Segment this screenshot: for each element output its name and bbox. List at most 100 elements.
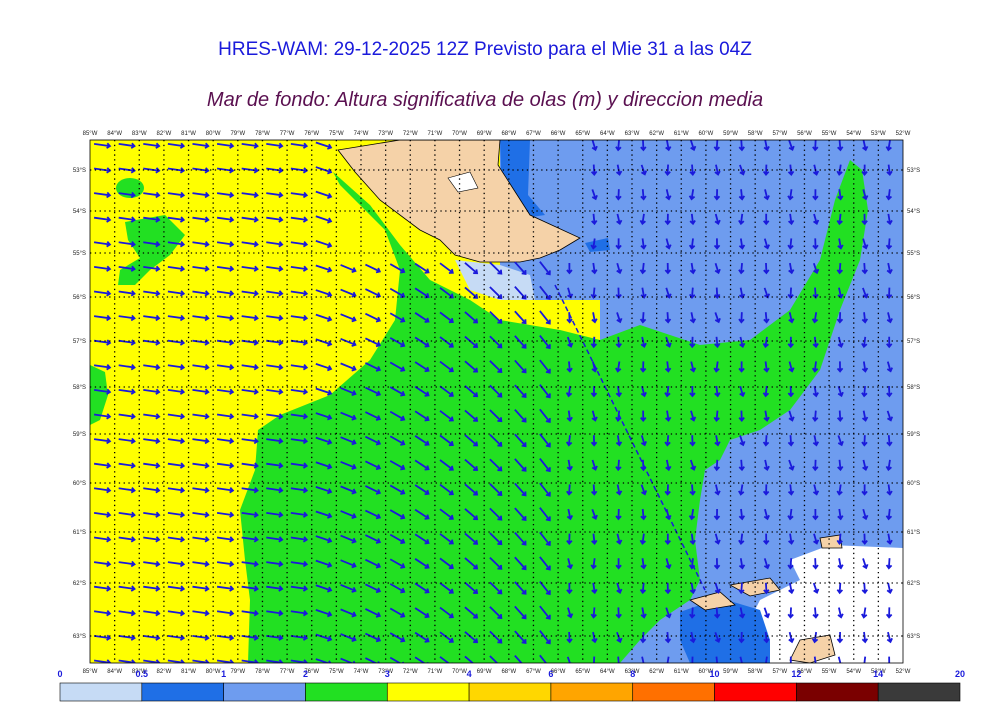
lon-label: 54°W [846, 669, 861, 675]
lat-label: 58°S [73, 385, 86, 391]
wave-arrow [167, 610, 186, 617]
wave-arrow [591, 361, 598, 373]
wave-arrow [886, 435, 893, 447]
wave-arrow [315, 141, 333, 150]
lon-label: 78°W [255, 131, 270, 137]
wave-arrow [539, 433, 551, 448]
wave-arrow [93, 191, 112, 199]
lon-label: 56°W [797, 131, 812, 137]
wave-arrow [812, 410, 819, 422]
lon-label: 83°W [132, 131, 147, 137]
wave-arrow [93, 265, 112, 272]
lat-label: 55°S [73, 251, 86, 257]
wave-arrow [290, 142, 309, 149]
island [819, 534, 843, 549]
wave-arrow [167, 437, 186, 445]
wave-arrow [167, 142, 186, 149]
wave-arrow [340, 657, 357, 663]
wave-arrow [539, 531, 551, 546]
wave-arrow [315, 313, 333, 322]
wave-arrow [591, 533, 598, 545]
wave-arrow [566, 582, 573, 595]
island [689, 591, 736, 611]
lat-label: 59°S [73, 432, 86, 438]
title: HRES-WAM: 29-12-2025 12Z Previsto para e… [218, 39, 752, 60]
wave-arrow [664, 631, 672, 644]
wave-arrow [266, 314, 284, 322]
colorbar-segment [632, 682, 715, 702]
wave-arrow [689, 484, 696, 496]
wave-arrow [489, 606, 503, 619]
wave-arrow [837, 656, 844, 663]
lon-label: 52°W [896, 669, 911, 675]
wave-arrow [713, 287, 721, 299]
wave-arrow [640, 607, 647, 619]
wave-arrow [143, 585, 161, 592]
wave-arrow [365, 312, 382, 323]
wave-arrow [639, 213, 646, 226]
lon-label: 78°W [255, 669, 270, 675]
wave-arrow [640, 558, 647, 570]
wave-arrow [216, 216, 235, 223]
wave-arrow [812, 484, 820, 496]
wave-arrow [640, 459, 647, 472]
colorbar-tick-label: 0.5 [136, 669, 149, 679]
wave-arrow [862, 189, 869, 201]
wave-arrow [566, 656, 574, 663]
wave-arrow [762, 484, 770, 496]
lon-label: 56°W [797, 669, 812, 675]
wave-arrow [389, 263, 406, 274]
lon-label: 73°W [378, 669, 393, 675]
wave-arrow [290, 536, 309, 543]
wave-arrow [464, 409, 479, 422]
wave-arrow [192, 610, 210, 617]
wave-arrow [861, 607, 868, 619]
lon-label: 60°W [699, 669, 714, 675]
wave-arrow [763, 631, 770, 644]
wave-arrow [93, 462, 112, 469]
wave-arrow [290, 167, 309, 174]
wave-arrow [689, 164, 696, 176]
wave-arrow [514, 655, 527, 663]
wave-arrow [266, 167, 284, 174]
lon-label: 65°W [575, 131, 590, 137]
wave-arrow [565, 385, 573, 398]
wave-arrow [143, 437, 161, 445]
wave-arrow [365, 386, 382, 397]
wave-arrow [787, 189, 794, 201]
wave-arrow [738, 238, 746, 250]
wave-arrow [192, 413, 210, 420]
lat-label: 57°S [73, 339, 86, 345]
lon-label: 68°W [501, 669, 516, 675]
wave-arrow [340, 559, 357, 569]
wave-arrow [714, 164, 721, 176]
wave-arrow [414, 312, 430, 323]
wave-arrow [664, 582, 672, 595]
wave-arrow [738, 410, 745, 423]
wave-arrow [689, 582, 696, 595]
wave-arrow [93, 167, 112, 174]
wave-arrow [167, 413, 186, 420]
wave-arrow [118, 388, 136, 395]
lon-label: 81°W [181, 669, 196, 675]
wave-arrow [216, 487, 235, 494]
wave-arrow [414, 410, 430, 422]
colorbar-tick-label: 1 [221, 669, 226, 679]
wave-arrow [464, 483, 479, 496]
wave-arrow [836, 312, 844, 324]
wave-arrow [464, 360, 479, 373]
wave-arrow [439, 606, 454, 619]
wave-arrow [266, 265, 284, 272]
lon-label: 70°W [452, 131, 467, 137]
wave-arrow [665, 238, 672, 250]
wave-arrow [118, 216, 136, 223]
wave-arrow [439, 533, 454, 545]
lon-label: 64°W [600, 131, 615, 137]
wave-arrow [639, 582, 647, 595]
lon-label: 59°W [723, 669, 738, 675]
wave-arrow [836, 213, 843, 226]
wave-arrow [861, 361, 869, 373]
wave-arrow [315, 510, 333, 519]
wave-arrow [167, 167, 186, 174]
wave-arrow [439, 483, 454, 496]
